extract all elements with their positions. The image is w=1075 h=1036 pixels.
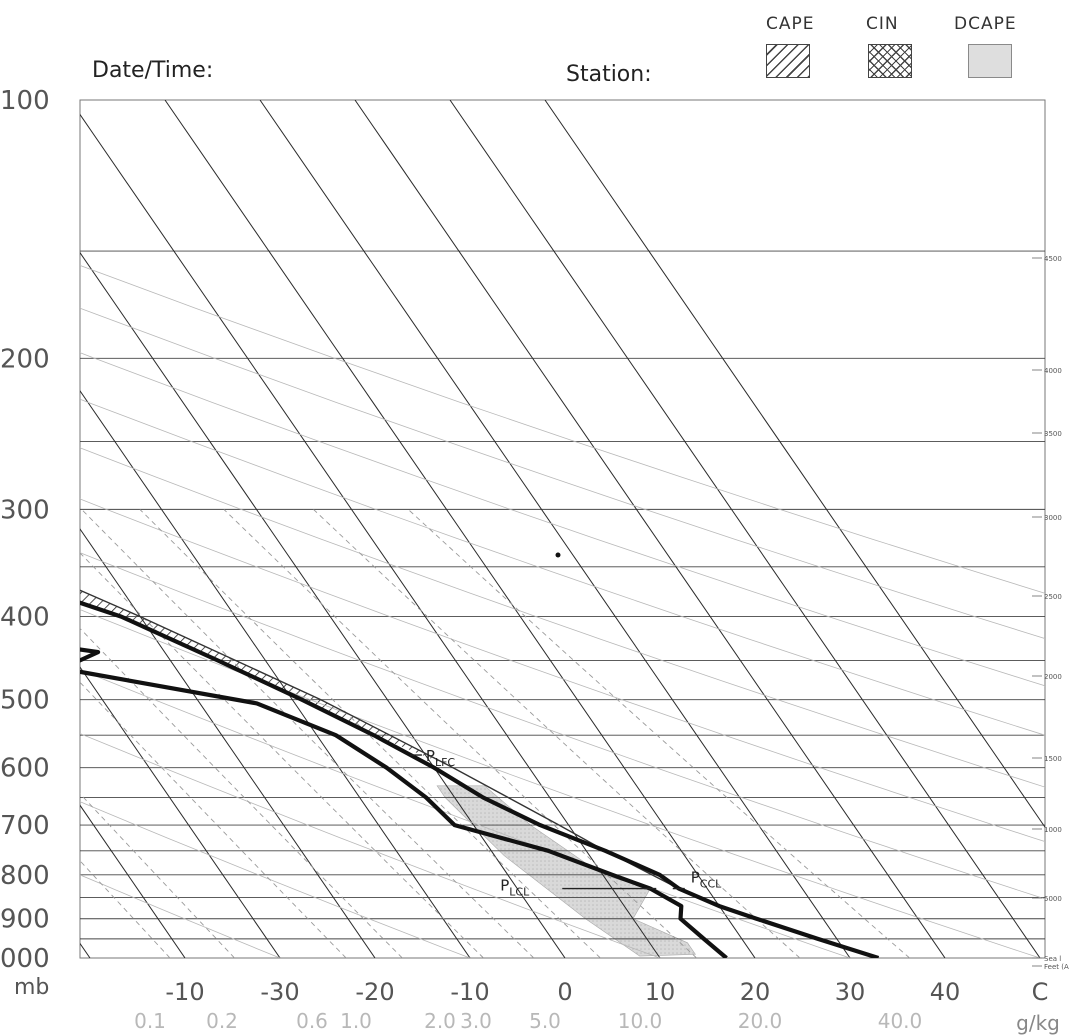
annotation-lcl-label: PLCL — [500, 877, 530, 899]
dewpoint-profile-line — [80, 647, 728, 958]
height-tick-label: 2500 — [1044, 593, 1062, 601]
pressure-tick-label: 800 — [0, 861, 50, 891]
temperature-tick-label: -30 — [260, 978, 299, 1006]
mixing-ratio-line — [407, 509, 910, 958]
height-tick-label: Sea l — [1044, 955, 1061, 963]
legend-cin-label: CIN — [866, 14, 899, 34]
date-time-label: Date/Time: — [92, 58, 214, 83]
temperature-unit-label: C — [1032, 978, 1049, 1006]
pressure-tick-label: 200 — [0, 344, 50, 374]
mixing-ratio-tick-label: 2.0 — [424, 1009, 456, 1033]
temperature-tick-label: 20 — [740, 978, 771, 1006]
isotherm-line — [354, 100, 946, 958]
annotation-ccl-label: PCCL — [691, 869, 722, 891]
mixing-ratio-tick-label: 3.0 — [460, 1009, 492, 1033]
mixing-ratio-line — [80, 860, 171, 958]
dry-adiabat-line — [80, 398, 1045, 736]
dry-adiabat-line — [80, 801, 471, 958]
dry-adiabat-line — [80, 352, 1045, 687]
temperature-tick-label: -10 — [450, 978, 489, 1006]
mixing-ratio-tick-label: 0.1 — [134, 1009, 166, 1033]
mixing-ratio-tick-label: 20.0 — [738, 1009, 783, 1033]
mixing-ratio-line — [80, 792, 235, 958]
legend-dcape-swatch — [968, 44, 1012, 78]
pressure-tick-label: 300 — [0, 495, 50, 525]
pressure-tick-label: 900 — [0, 905, 50, 935]
isotherm-line — [449, 100, 1041, 958]
height-tick-label: 3500 — [1044, 430, 1062, 438]
annotation-lfc-label: PLFC — [426, 747, 456, 769]
temperature-profile-line — [80, 600, 880, 958]
pressure-tick-label: 700 — [0, 811, 50, 841]
isotherm-line — [80, 666, 281, 958]
mixing-ratio-tick-label: 40.0 — [878, 1009, 923, 1033]
height-tick-label: 1000 — [1044, 826, 1062, 834]
dry-adiabat-line — [80, 498, 1045, 842]
plot-frame — [79, 99, 1046, 959]
dry-adiabat-line — [80, 733, 661, 958]
mixing-ratio-tick-label: 1.0 — [340, 1009, 372, 1033]
pressure-unit-label: mb — [14, 975, 49, 1000]
dry-adiabat-line — [80, 874, 281, 958]
mixing-ratio-line — [223, 509, 697, 958]
height-tick-label: 5000 — [1044, 895, 1062, 903]
isotherm-line — [259, 100, 851, 958]
isotherm-line — [80, 528, 376, 958]
height-tick-label: 4500 — [1044, 255, 1062, 263]
mixing-ratio-tick-label: 5.0 — [529, 1009, 561, 1033]
isotherm-line — [80, 251, 566, 958]
legend-dcape-label: DCAPE — [954, 14, 1017, 34]
mixing-ratio-tick-label: 0.2 — [206, 1009, 238, 1033]
height-tick-label: 2000 — [1044, 673, 1062, 681]
pressure-tick-label: 400 — [0, 603, 50, 633]
temperature-tick-label: -20 — [355, 978, 394, 1006]
mixing-ratio-tick-label: 0.6 — [296, 1009, 328, 1033]
mixing-ratio-unit-label: g/kg — [1016, 1011, 1060, 1035]
height-tick-label: 3000 — [1044, 514, 1062, 522]
dry-adiabat-line — [80, 307, 1045, 640]
pressure-tick-label: 000 — [0, 944, 50, 974]
isotherm-line — [80, 804, 186, 958]
dry-adiabat-line — [80, 552, 1045, 900]
dry-adiabat-line — [80, 669, 851, 958]
cape-region — [80, 590, 454, 768]
mixing-ratio-line — [80, 627, 403, 958]
dry-adiabat-line — [80, 264, 1045, 594]
dry-adiabat-line — [80, 609, 1041, 958]
legend-cape-swatch — [766, 44, 810, 78]
mixing-ratio-line — [80, 681, 347, 958]
pressure-tick-label: 500 — [0, 686, 50, 716]
height-tick-label: 1500 — [1044, 755, 1062, 763]
temperature-tick-label: -10 — [165, 978, 204, 1006]
pressure-tick-label: 600 — [0, 754, 50, 784]
height-tick-label: 4000 — [1044, 367, 1062, 375]
legend-cin-swatch — [868, 44, 912, 78]
isotherm-line — [80, 113, 661, 958]
temperature-tick-label: 0 — [557, 978, 572, 1006]
temperature-tick-label: 40 — [930, 978, 961, 1006]
parcel-path-line — [80, 589, 680, 890]
station-label: Station: — [566, 62, 652, 87]
mixing-ratio-line — [81, 509, 535, 958]
height-tick-label: Feet (A — [1044, 963, 1069, 971]
isotherm-line — [164, 100, 756, 958]
mixing-ratio-line — [139, 509, 601, 958]
marker-dot — [555, 552, 561, 558]
isotherm-line — [80, 389, 471, 958]
temperature-tick-label: 10 — [645, 978, 676, 1006]
mixing-ratio-tick-label: 10.0 — [618, 1009, 663, 1033]
legend-cape-label: CAPE — [766, 14, 815, 34]
temperature-tick-label: 30 — [835, 978, 866, 1006]
dry-adiabat-line — [80, 447, 1045, 788]
pressure-tick-label: 100 — [0, 86, 50, 116]
